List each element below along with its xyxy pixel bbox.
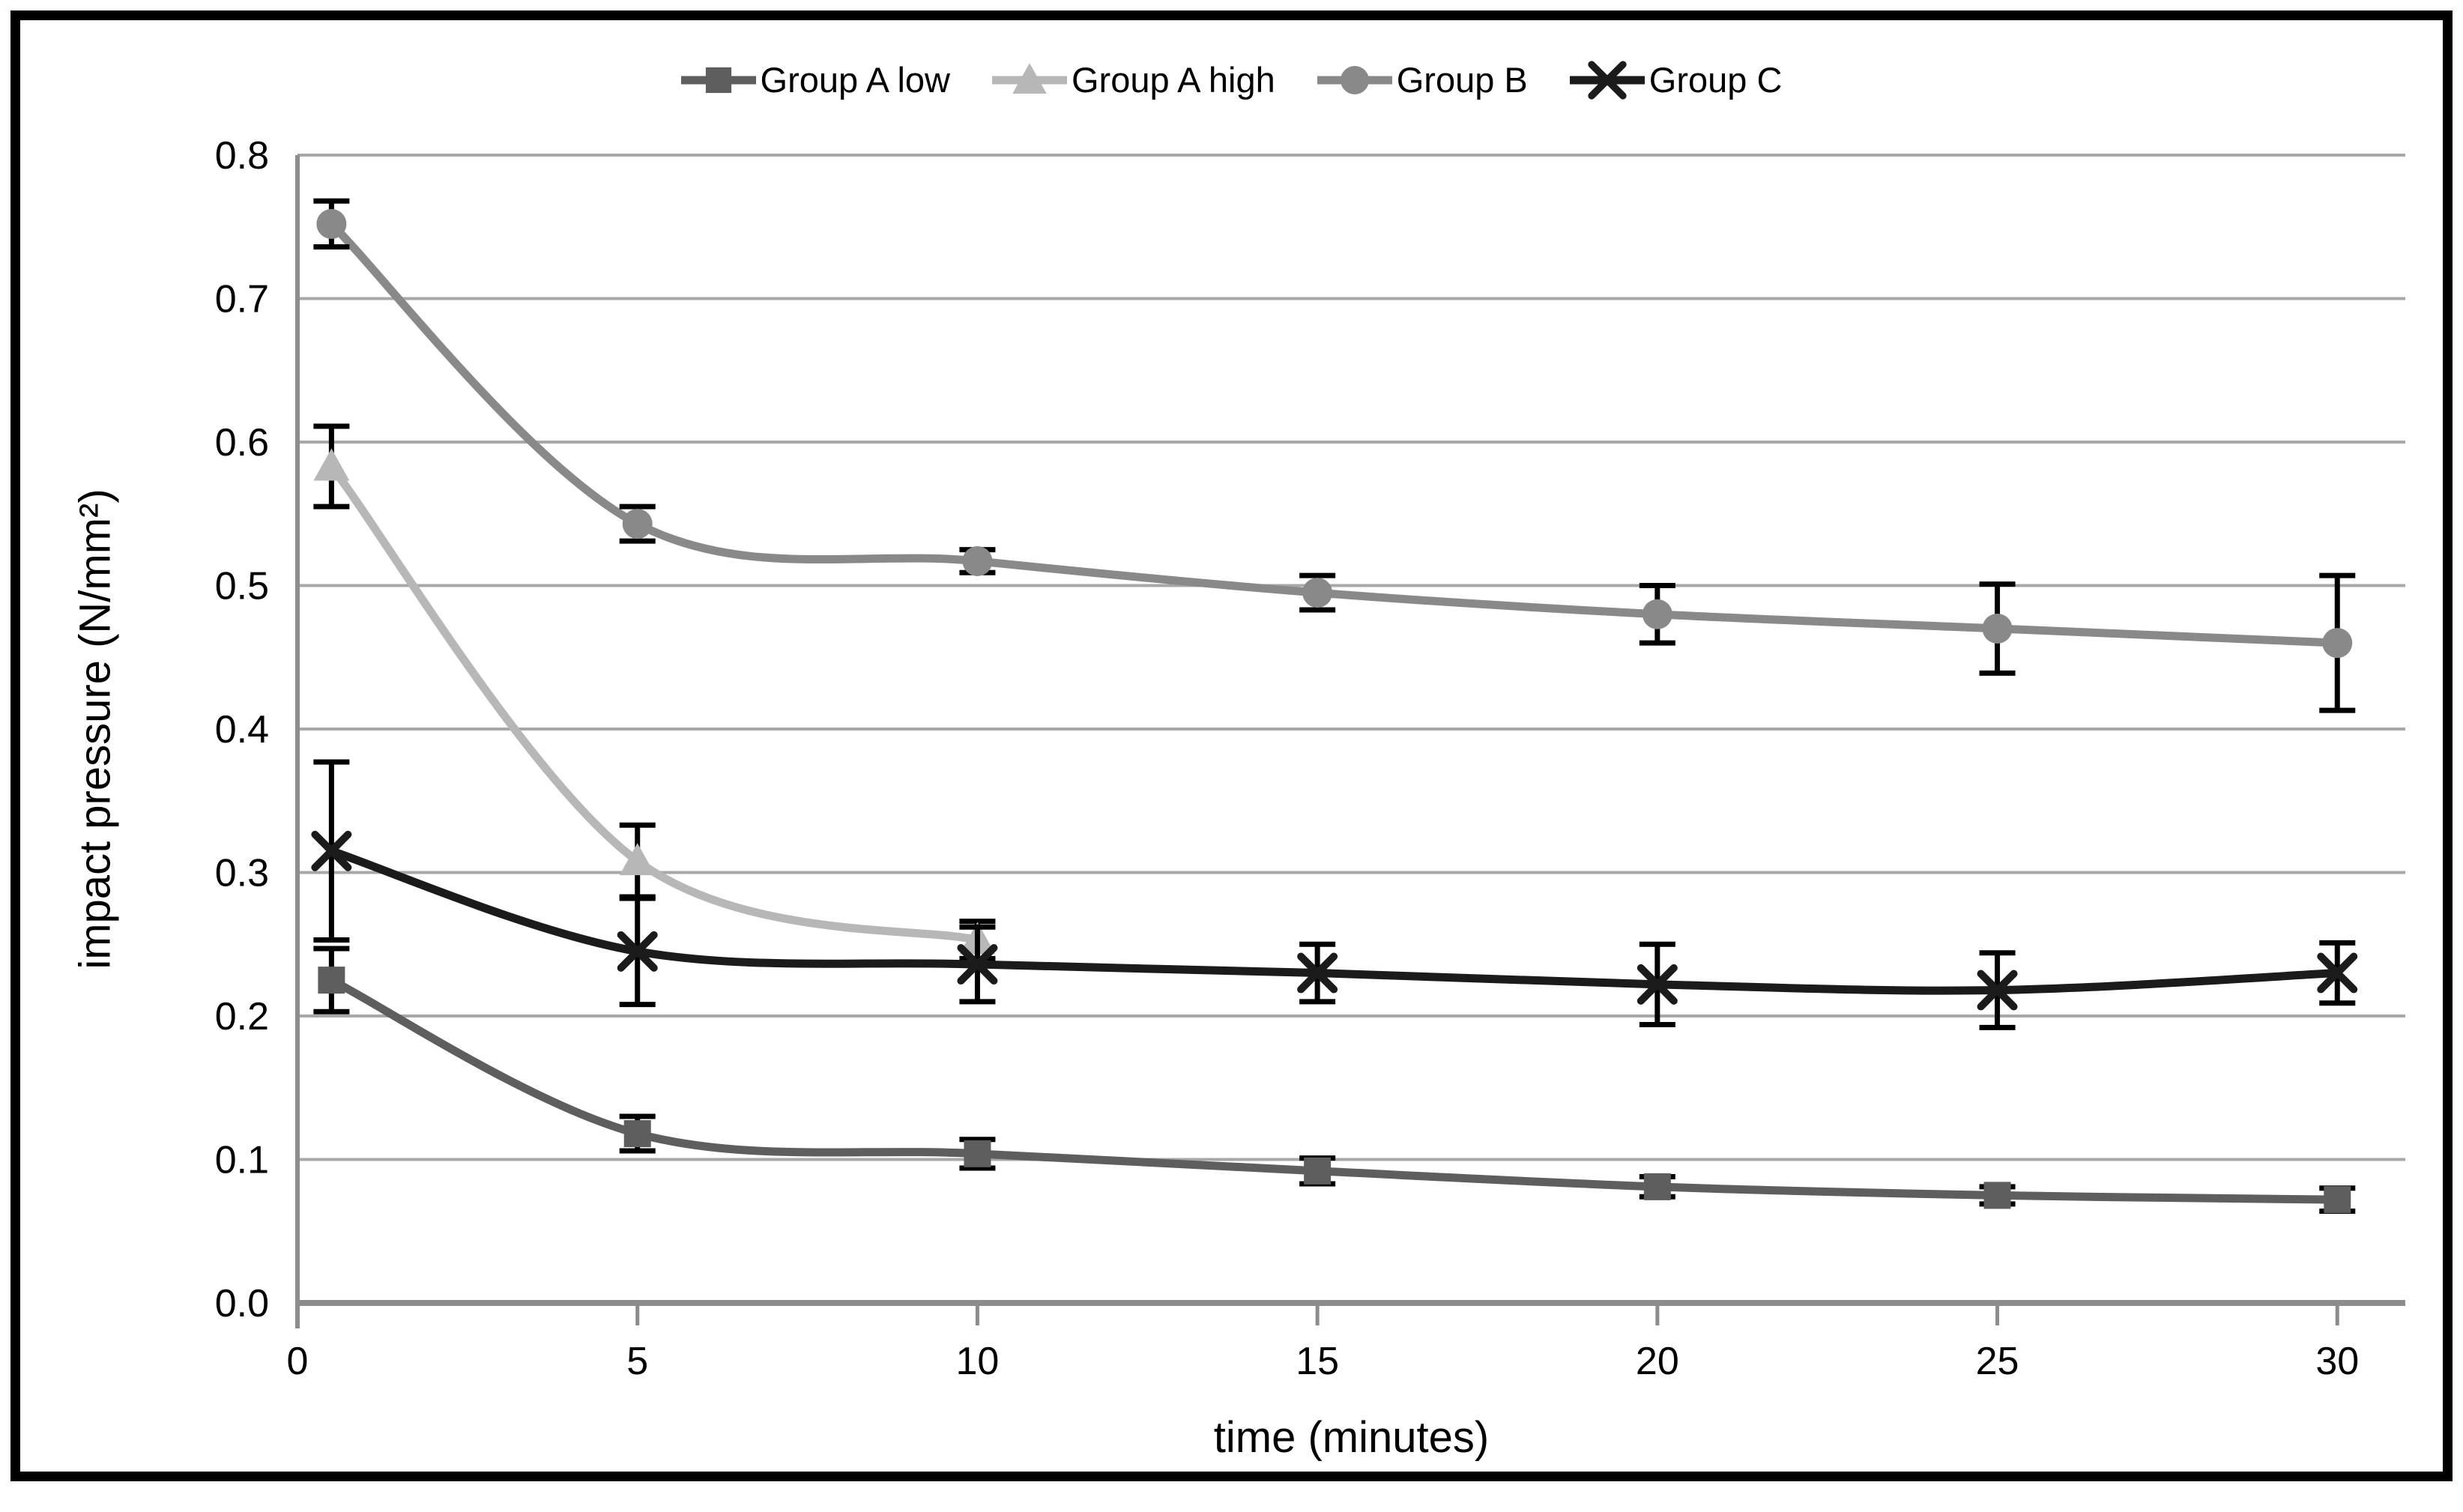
x-tick-label: 25 xyxy=(1976,1340,2019,1383)
circle-marker xyxy=(623,509,653,539)
series-line-group-b xyxy=(331,224,2337,643)
circle-marker xyxy=(1302,578,1332,608)
y-tick-label: 0.8 xyxy=(215,134,269,178)
square-marker xyxy=(1304,1158,1331,1185)
x-tick-label: 0 xyxy=(287,1340,309,1383)
y-tick-label: 0.7 xyxy=(215,278,269,321)
x-tick-label: 20 xyxy=(1636,1340,1679,1383)
square-marker xyxy=(1984,1182,2011,1209)
circle-marker xyxy=(316,209,346,239)
y-tick-label: 0.6 xyxy=(215,421,269,465)
square-marker xyxy=(318,967,345,994)
square-marker xyxy=(964,1140,991,1167)
square-marker xyxy=(1644,1173,1671,1200)
y-tick-label: 0.5 xyxy=(215,565,269,608)
circle-marker xyxy=(1642,599,1672,629)
x-tick-label: 10 xyxy=(955,1340,999,1383)
y-tick-label: 0.2 xyxy=(215,995,269,1038)
line-chart: 0.0 0.1 0.2 0.3 0.4 0.5 0.6 0.7 0.8 0 5 10 15 20 25 30 xyxy=(20,20,2463,1512)
series-line-group-a-high xyxy=(331,467,977,940)
y-tick-label: 0.1 xyxy=(215,1139,269,1182)
y-tick-label: 0.3 xyxy=(215,852,269,895)
circle-marker xyxy=(1983,614,2013,644)
square-marker xyxy=(2324,1186,2351,1213)
triangle-marker xyxy=(313,449,349,481)
series-line-group-a-low xyxy=(331,980,2337,1200)
square-marker xyxy=(624,1120,651,1147)
x-tick-label: 30 xyxy=(2315,1340,2359,1383)
x-tick-label: 5 xyxy=(626,1340,648,1383)
y-tick-label: 0.4 xyxy=(215,708,269,752)
circle-marker xyxy=(2322,628,2352,658)
y-axis-title: impact pressure (N/mm²) xyxy=(70,489,121,969)
circle-marker xyxy=(962,546,992,576)
x-axis-title: time (minutes) xyxy=(297,1412,2405,1463)
x-tick-label: 15 xyxy=(1296,1340,1339,1383)
y-tick-label: 0.0 xyxy=(215,1282,269,1325)
